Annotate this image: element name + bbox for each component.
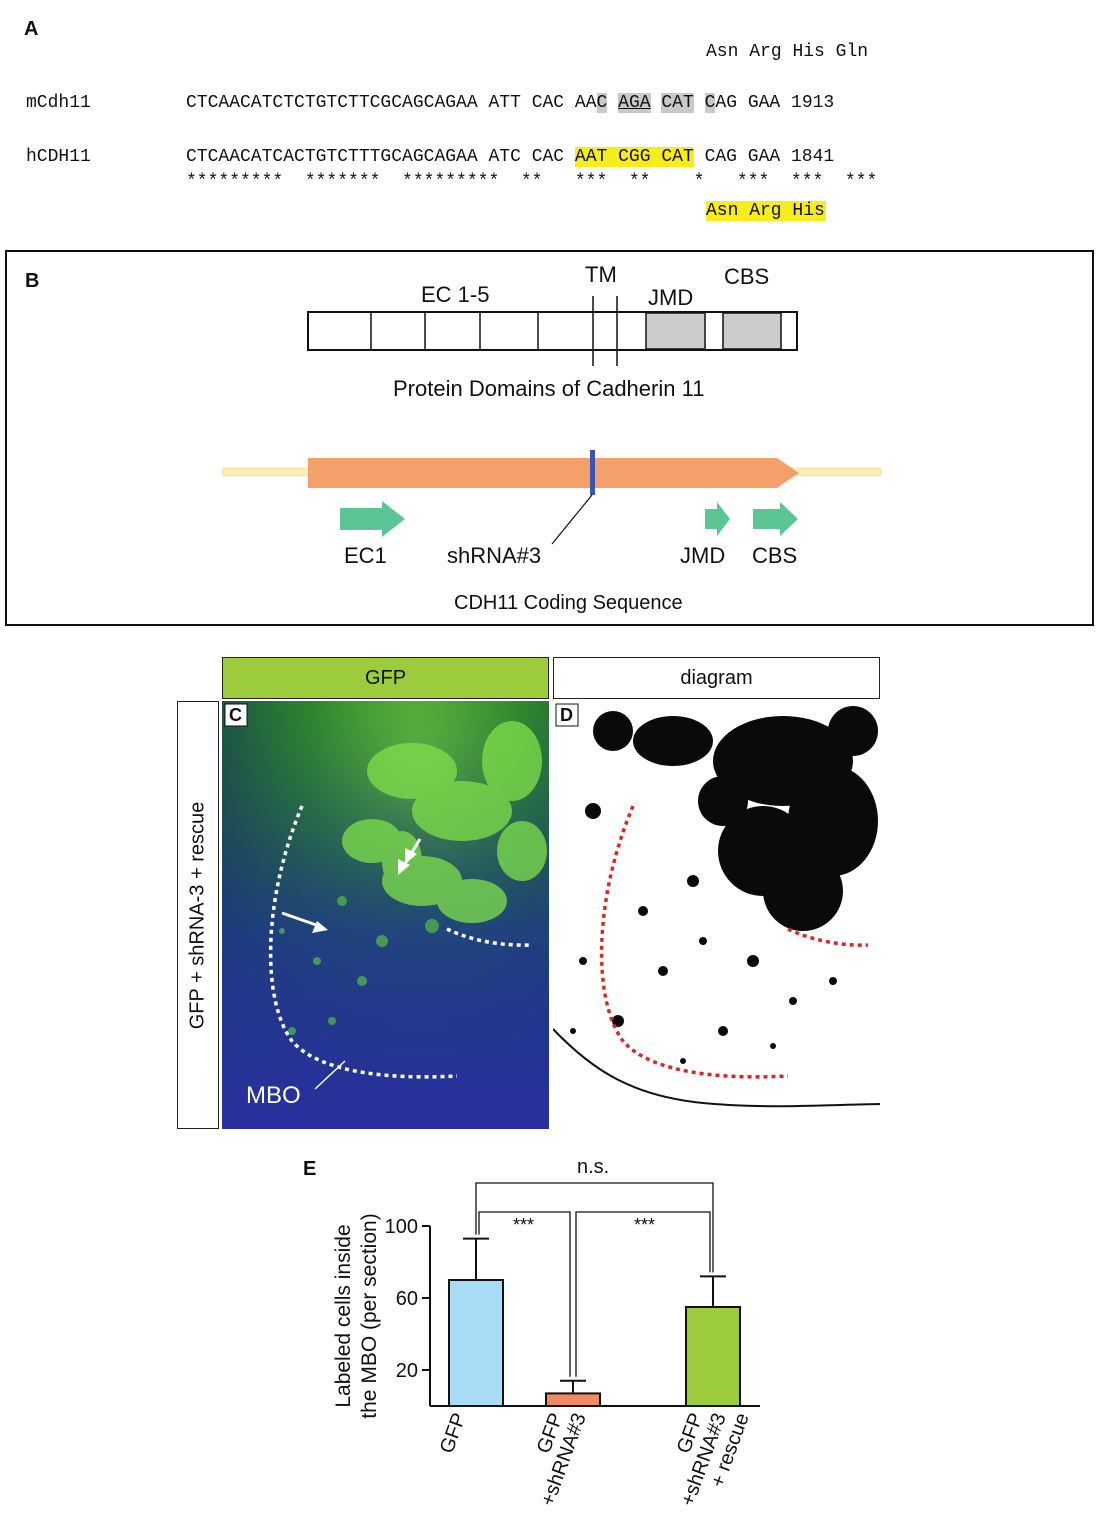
diagram-header: diagram [553, 657, 880, 699]
panel-b-letter: B [25, 270, 40, 292]
mbo-label: MBO [246, 1082, 301, 1109]
panel-a-letter: A [24, 18, 39, 40]
codon: CAC [531, 147, 565, 167]
seq-position: 1841 [791, 147, 835, 167]
y-axis-label: the MBO (per section) [358, 1213, 381, 1418]
bar [448, 1279, 504, 1407]
jmd-label: JMD [648, 285, 694, 310]
seq-row-mouse: CTCAACATCTCTGTCTTCGCAGCAGAA ATT CAC AAC … [186, 93, 834, 113]
sig-left: *** [513, 1215, 535, 1235]
codon-mismatch: AGA [618, 93, 651, 113]
orf-arrow [308, 458, 799, 488]
domain-diagram [222, 296, 882, 545]
sig-overall: n.s. [577, 1156, 610, 1178]
tm-label: TM [585, 262, 617, 287]
panel-e-letter: E [303, 1158, 317, 1180]
codon-mismatch: C [704, 93, 716, 113]
coding-caption: CDH11 Coding Sequence [454, 592, 683, 614]
cbs-arrow-label: CBS [752, 543, 798, 568]
seq-prefix: CTCAACATCACTGTCTTTGCAGCAGAA [186, 147, 478, 167]
gfp-cells [342, 721, 547, 923]
protein-bar [307, 311, 798, 351]
panel-d-letter-box [555, 703, 579, 727]
shrna-target-mark [590, 450, 595, 495]
conservation-stars: ********* ******* ********* ** *** ** * … [186, 172, 878, 192]
y-tick-label: 100 [385, 1216, 418, 1238]
jmd-arrow-label: JMD [680, 543, 726, 568]
condition-side-box: GFP + shRNA-3 + rescue [177, 701, 219, 1129]
jmd-arrow [705, 502, 730, 536]
bar [685, 1306, 741, 1407]
seq-name-mouse: mCdh11 [26, 93, 91, 113]
codon: CAG [704, 93, 737, 113]
sig-bracket-left [478, 1211, 571, 1377]
category-label: GFP [436, 1410, 471, 1456]
protein-caption: Protein Domains of Cadherin 11 [393, 376, 705, 401]
seq-prefix: CTCAACATCTCTGTCTTCGCAGCAGAA [186, 93, 478, 113]
sig-bracket-right [575, 1211, 711, 1377]
panel-d-letter: D [560, 705, 573, 725]
codon: GAA [747, 147, 781, 167]
mbo-boundary [268, 805, 458, 1079]
sig-bracket-overall [475, 1182, 714, 1273]
arrow-head-icon [312, 921, 328, 933]
ec1-label: EC1 [344, 543, 387, 568]
y-tick-label: 20 [396, 1360, 418, 1382]
labeled-cells-blobs [570, 706, 878, 1064]
y-axis-label: Labeled cells inside [332, 1224, 355, 1407]
seq-position: 1913 [791, 93, 835, 113]
aa-top-row: Asn Arg His Gln [706, 42, 868, 62]
y-tick-label: 60 [396, 1288, 418, 1310]
shrna-pointer [551, 494, 593, 545]
codon: GAA [747, 93, 781, 113]
codon: CAG [704, 147, 737, 167]
codon: CAT [661, 147, 694, 167]
mbo-boundary-red [599, 805, 789, 1079]
region-boundary-red [787, 927, 869, 947]
double-arrow-head-icon [405, 848, 417, 864]
diagram-image: D [553, 701, 880, 1129]
region-boundary [446, 927, 533, 947]
codon: ATT [488, 93, 521, 113]
panel-c-letter: C [229, 705, 242, 725]
gfp-micrograph: C MBO [222, 701, 549, 1129]
ec-label: EC 1-5 [421, 282, 490, 307]
jmd-domain [645, 312, 706, 350]
codon-mismatch: C [596, 93, 608, 113]
shrna-label: shRNA#3 [447, 543, 542, 568]
codon-mismatch: CAT [661, 93, 694, 113]
aa-top-3: His [792, 42, 825, 62]
aa-top-4: Gln [835, 42, 869, 62]
bar [545, 1392, 601, 1408]
panel-c-letter-box [224, 703, 248, 727]
codon: ATC [488, 147, 521, 167]
cbs-arrow [753, 502, 798, 536]
sig-right: *** [634, 1215, 656, 1235]
aa-bottom-row: Asn Arg His [706, 201, 826, 221]
gfp-micrograph-image [222, 701, 549, 1129]
tissue-edge [553, 1028, 880, 1108]
panel-b: B EC 1-5 TM JMD CBS Protein Domains of C… [5, 250, 1094, 626]
gfp-header: GFP [222, 657, 549, 699]
seq-row-human: CTCAACATCACTGTCTTTGCAGCAGAA ATC CAC AAT … [186, 147, 834, 167]
cbs-label: CBS [724, 264, 770, 289]
arrow-shaft [281, 911, 323, 929]
codon: AAC [574, 93, 608, 113]
codon: CAC [531, 93, 565, 113]
ec1-arrow [340, 501, 405, 537]
codon: CGG [618, 147, 651, 167]
aa-top-2: Arg [749, 42, 782, 62]
cbs-domain [722, 312, 782, 350]
codon: AAT [574, 147, 608, 167]
mbo-pointer [314, 1060, 346, 1090]
double-arrow-head-icon [398, 859, 410, 875]
diagram-image-svg [553, 701, 880, 1129]
aa-top-1: Asn [706, 42, 739, 62]
seq-name-human: hCDH11 [26, 147, 91, 167]
codon-highlight-group: AAT CGG CAT [574, 147, 694, 167]
